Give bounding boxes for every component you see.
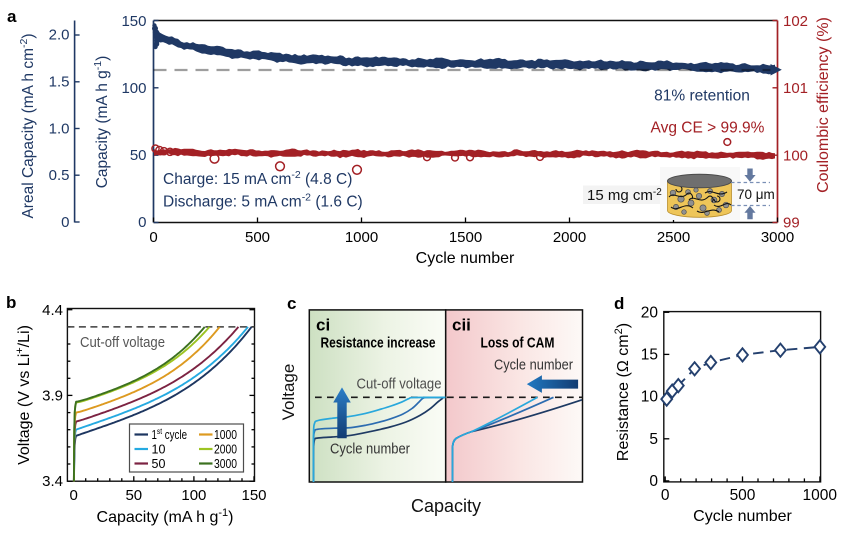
svg-text:Capacity (mA h g-1): Capacity (mA h g-1) [92,56,111,189]
svg-text:2000: 2000 [553,229,586,246]
svg-text:Resistance increase: Resistance increase [321,335,436,352]
svg-text:50: 50 [125,487,142,504]
svg-text:Capacity: Capacity [411,496,481,516]
svg-text:150: 150 [121,13,146,30]
svg-text:a: a [7,7,17,26]
svg-text:81% retention: 81% retention [654,88,750,105]
svg-text:1000: 1000 [345,229,378,246]
svg-text:cii: cii [452,316,471,335]
svg-text:1000: 1000 [214,428,237,442]
svg-text:3000: 3000 [761,229,794,246]
svg-text:10: 10 [152,442,166,456]
svg-text:Voltage: Voltage [279,364,298,421]
svg-text:3.4: 3.4 [42,473,63,490]
svg-text:100: 100 [121,80,146,97]
svg-text:101: 101 [783,80,808,97]
svg-text:50: 50 [130,147,147,164]
svg-text:d: d [614,294,624,313]
svg-text:0: 0 [149,229,157,246]
svg-text:500: 500 [730,487,756,504]
svg-text:100: 100 [783,148,808,165]
svg-text:Cycle number: Cycle number [330,441,410,458]
svg-text:Areal Capacity (mA h cm-2): Areal Capacity (mA h cm-2) [18,33,37,218]
svg-text:15 mg cm-2: 15 mg cm-2 [587,187,662,205]
svg-text:1500: 1500 [449,229,482,246]
svg-text:ci: ci [316,316,330,335]
svg-text:Charge: 15 mA cm-2 (4.8 C): Charge: 15 mA cm-2 (4.8 C) [163,169,352,188]
svg-text:Discharge: 5 mA cm-2 (1.6 C): Discharge: 5 mA cm-2 (1.6 C) [163,192,363,211]
svg-text:150: 150 [241,487,266,504]
svg-text:20: 20 [641,305,659,322]
svg-text:c: c [287,294,296,313]
svg-text:3000: 3000 [214,457,237,471]
svg-text:Avg CE > 99.9%: Avg CE > 99.9% [651,120,765,137]
svg-text:b: b [6,293,16,312]
svg-text:1st cycle: 1st cycle [152,426,188,442]
svg-text:70 μm: 70 μm [737,187,775,202]
svg-text:Coulombic efficiency (%): Coulombic efficiency (%) [815,17,832,193]
svg-text:Cycle number: Cycle number [494,357,573,374]
svg-text:0: 0 [61,214,69,231]
svg-text:Cut-off voltage: Cut-off voltage [357,376,442,393]
svg-text:2500: 2500 [657,229,690,246]
svg-text:3.9: 3.9 [42,388,63,405]
svg-text:2.0: 2.0 [49,27,70,44]
svg-text:0: 0 [138,214,146,231]
svg-text:0: 0 [649,473,658,490]
svg-text:5: 5 [649,431,658,448]
svg-text:Resistance (Ω cm2): Resistance (Ω cm2) [613,323,632,461]
svg-text:Cut-off voltage: Cut-off voltage [80,334,165,351]
svg-text:0: 0 [70,487,78,504]
svg-text:1.5: 1.5 [49,74,70,91]
svg-text:15: 15 [641,347,658,364]
svg-text:50: 50 [152,457,166,471]
svg-text:Voltage (V vs Li+/Li): Voltage (V vs Li+/Li) [14,325,33,465]
svg-text:Cycle number: Cycle number [693,508,792,525]
svg-text:4.4: 4.4 [42,302,63,319]
svg-text:Capacity (mA h g-1): Capacity (mA h g-1) [97,507,234,526]
svg-text:0: 0 [661,487,670,504]
svg-text:Loss of CAM: Loss of CAM [481,335,555,352]
svg-text:99: 99 [783,215,800,232]
svg-text:100: 100 [181,487,206,504]
svg-text:102: 102 [783,13,808,30]
svg-text:500: 500 [245,229,270,246]
svg-text:1.0: 1.0 [49,121,70,138]
svg-text:0.5: 0.5 [49,167,70,184]
svg-text:Cycle number: Cycle number [416,250,515,267]
svg-text:1000: 1000 [803,487,838,504]
svg-text:10: 10 [641,389,659,406]
svg-text:2000: 2000 [214,442,237,456]
